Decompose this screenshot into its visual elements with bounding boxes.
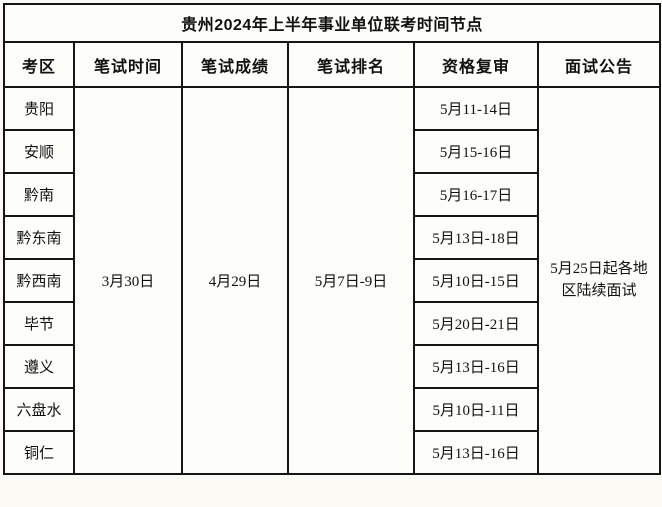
review-date-cell: 5月13日-16日 — [413, 344, 539, 389]
review-date-cell: 5月13日-16日 — [413, 430, 539, 475]
table-row: 铜仁 5月13日-16日 — [3, 430, 660, 475]
review-date-cell: 5月13日-18日 — [413, 215, 539, 260]
header-row: 考区 笔试时间 笔试成绩 笔试排名 资格复审 面试公告 — [3, 41, 662, 88]
written-exam-time-cell: 3月30日 — [73, 86, 183, 475]
region-cell: 铜仁 — [3, 430, 75, 475]
review-date-cell: 5月10日-11日 — [413, 387, 539, 432]
table-row: 毕节 5月20日-21日 — [3, 301, 660, 346]
header-interview: 面试公告 — [536, 41, 662, 88]
region-cell: 六盘水 — [3, 387, 75, 432]
interview-notice-cell: 5月25日起各地区陆续面试 — [536, 86, 662, 475]
written-exam-rank-cell: 5月7日-9日 — [287, 86, 415, 475]
written-exam-score-cell: 4月29日 — [181, 86, 289, 475]
header-exam-score: 笔试成绩 — [181, 41, 289, 88]
review-date-cell: 5月11-14日 — [413, 86, 539, 131]
region-cell: 贵阳 — [3, 86, 75, 131]
header-exam-time: 笔试时间 — [73, 41, 183, 88]
region-cell: 遵义 — [3, 344, 75, 389]
region-cell: 黔东南 — [3, 215, 75, 260]
header-region: 考区 — [3, 41, 75, 88]
region-cell: 黔南 — [3, 172, 75, 217]
table-title: 贵州2024年上半年事业单位联考时间节点 — [2, 3, 662, 43]
title-row: 贵州2024年上半年事业单位联考时间节点 — [2, 3, 662, 43]
review-date-cell: 5月10日-15日 — [413, 258, 539, 303]
header-exam-rank: 笔试排名 — [287, 41, 415, 88]
review-date-cell: 5月16-17日 — [413, 172, 539, 217]
exam-schedule-table: 贵州2024年上半年事业单位联考时间节点 考区 笔试时间 笔试成绩 笔试排名 资… — [2, 3, 662, 475]
header-review: 资格复审 — [413, 41, 539, 88]
region-cell: 黔西南 — [3, 258, 75, 303]
table-row: 黔西南 5月10日-15日 — [3, 258, 660, 303]
table-row: 黔南 5月16-17日 — [3, 172, 660, 217]
table-row: 遵义 5月13日-16日 — [3, 344, 660, 389]
region-cell: 毕节 — [3, 301, 75, 346]
table-row: 贵阳 3月30日 4月29日 5月7日-9日 5月11-14日 5月25日起各地… — [3, 86, 662, 475]
review-date-cell: 5月15-16日 — [413, 129, 539, 174]
region-cell: 安顺 — [3, 129, 75, 174]
table-row: 六盘水 5月10日-11日 — [3, 387, 660, 432]
table-row: 黔东南 5月13日-18日 — [3, 215, 660, 260]
review-date-cell: 5月20日-21日 — [413, 301, 539, 346]
table-row: 安顺 5月15-16日 — [3, 129, 660, 174]
